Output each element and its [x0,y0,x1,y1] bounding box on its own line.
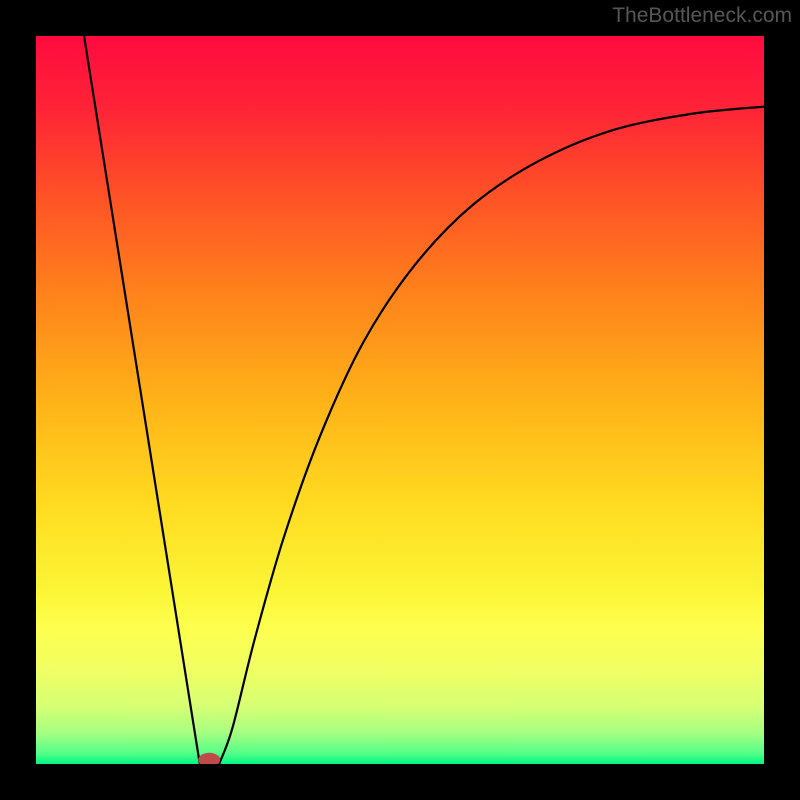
bottleneck-chart [0,0,800,800]
attribution-text: TheBottleneck.com [612,4,792,28]
plot-background-gradient [36,36,764,764]
